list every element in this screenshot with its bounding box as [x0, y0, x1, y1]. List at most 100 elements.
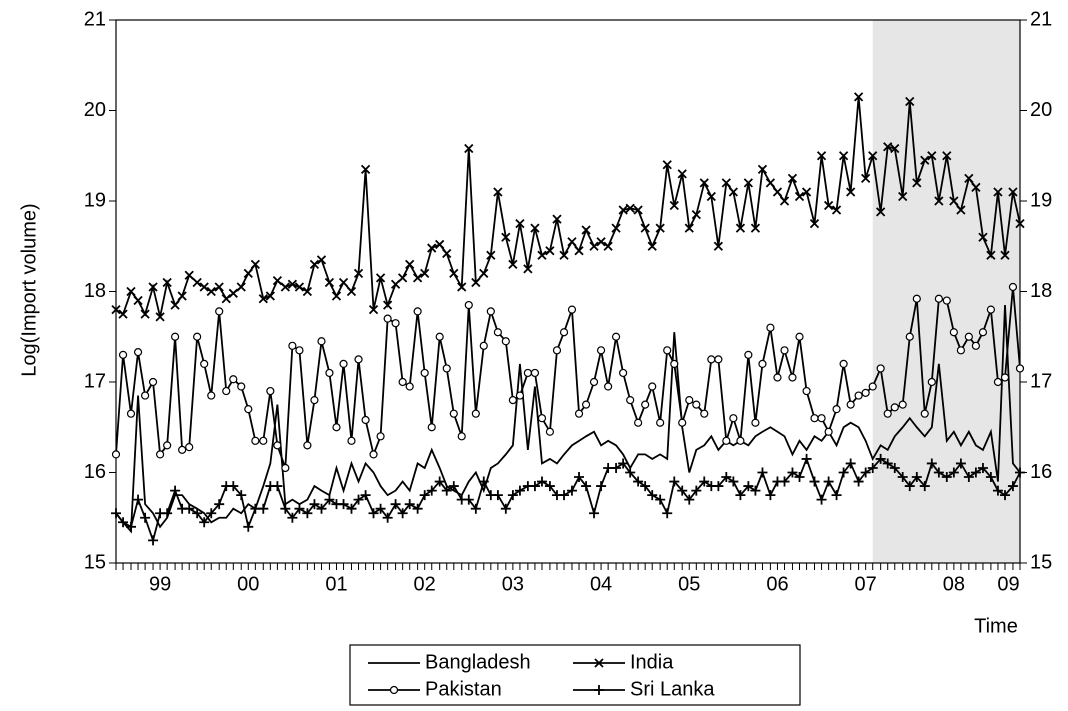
- series-group: [111, 92, 1025, 322]
- plus-marker: [992, 485, 1003, 496]
- plus-marker: [228, 481, 239, 492]
- x-marker: [331, 291, 342, 301]
- x-tick-label: 06: [766, 573, 788, 595]
- plus-marker: [633, 476, 644, 487]
- x-marker: [993, 187, 1003, 197]
- x-marker: [170, 300, 180, 310]
- circle-marker: [200, 359, 209, 368]
- x-tick-label: 01: [325, 573, 347, 595]
- circle-marker: [508, 396, 517, 405]
- plus-marker: [684, 494, 695, 505]
- circle-marker: [464, 300, 473, 310]
- x-marker: [559, 250, 569, 260]
- plus-marker: [287, 512, 298, 523]
- x-marker: [126, 286, 136, 297]
- x-marker: [133, 295, 143, 306]
- plus-marker: [111, 508, 121, 519]
- x-marker: [934, 196, 944, 206]
- circle-marker: [332, 423, 341, 432]
- plus-marker: [882, 458, 893, 469]
- x-tick-label: 08: [943, 573, 965, 595]
- circle-marker: [773, 373, 782, 382]
- x-marker: [140, 309, 150, 319]
- x-marker: [978, 232, 988, 242]
- plus-marker: [566, 485, 577, 496]
- x-marker: [383, 300, 393, 310]
- series-group: [115, 305, 1021, 534]
- x-marker: [523, 264, 533, 274]
- legend-label: Pakistan: [425, 678, 502, 700]
- plus-marker: [316, 503, 327, 514]
- x-marker: [236, 282, 246, 292]
- plus-marker: [853, 476, 864, 487]
- plus-marker: [669, 476, 680, 487]
- x-marker: [375, 273, 386, 283]
- circle-marker: [185, 443, 194, 452]
- circle-marker: [861, 388, 870, 397]
- circle-marker: [376, 432, 385, 441]
- circle-marker: [486, 307, 495, 316]
- x-marker: [618, 205, 628, 215]
- x-marker: [942, 151, 952, 161]
- plus-marker: [963, 472, 974, 483]
- circle-marker: [1000, 373, 1010, 382]
- x-marker: [118, 309, 128, 319]
- circle-marker: [722, 436, 731, 445]
- plus-marker: [360, 490, 371, 501]
- x-marker: [397, 273, 408, 283]
- plus-marker: [280, 503, 291, 514]
- plus-marker: [302, 508, 313, 519]
- circle-marker: [537, 414, 547, 423]
- circle-marker: [876, 364, 885, 373]
- circle-marker: [442, 364, 451, 373]
- x-marker: [574, 246, 584, 256]
- plus-marker: [787, 467, 798, 478]
- x-marker: [346, 286, 357, 297]
- plus-marker: [713, 481, 724, 492]
- x-marker: [324, 277, 335, 288]
- y-tick-label-right: 16: [1030, 461, 1052, 483]
- circle-marker: [493, 328, 502, 337]
- series-line: [115, 286, 1021, 469]
- x-marker: [302, 286, 313, 297]
- y-tick-label-right: 17: [1030, 370, 1052, 392]
- x-marker: [596, 237, 606, 247]
- plus-marker: [816, 494, 827, 505]
- circle-marker: [155, 450, 165, 459]
- plus-marker: [419, 490, 430, 501]
- circle-marker: [1008, 282, 1018, 292]
- plus-marker: [662, 508, 673, 519]
- y-tick-label: 21: [84, 8, 106, 30]
- x-marker: [912, 178, 922, 188]
- circle-marker: [751, 418, 760, 427]
- plus-marker: [625, 467, 636, 478]
- plus-marker: [735, 490, 746, 501]
- x-marker: [868, 151, 878, 161]
- x-marker: [368, 304, 379, 315]
- plus-marker: [933, 467, 944, 478]
- circle-marker: [656, 418, 665, 427]
- circle-marker: [949, 328, 958, 337]
- x-marker: [206, 286, 216, 297]
- x-marker: [177, 291, 187, 301]
- circle-marker: [515, 391, 525, 400]
- x-marker: [493, 187, 503, 197]
- circle-marker: [229, 375, 238, 384]
- circle-marker: [266, 386, 275, 396]
- circle-marker: [295, 346, 304, 355]
- plus-marker: [977, 462, 988, 473]
- x-marker: [876, 207, 886, 217]
- circle-marker: [435, 332, 444, 341]
- circle-marker: [471, 409, 480, 418]
- circle-marker: [634, 418, 643, 427]
- plus-marker: [618, 458, 629, 469]
- circle-marker: [736, 436, 745, 445]
- plus-marker: [838, 467, 849, 478]
- x-marker: [162, 277, 172, 288]
- plus-marker: [941, 472, 952, 483]
- circle-marker: [148, 377, 158, 387]
- x-marker: [684, 223, 694, 233]
- circle-marker: [273, 441, 282, 450]
- plus-marker: [801, 453, 812, 464]
- plus-marker: [470, 503, 481, 514]
